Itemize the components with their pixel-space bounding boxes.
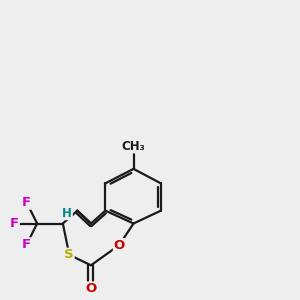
Text: CH₃: CH₃ [122,140,146,153]
Text: F: F [22,238,31,251]
Text: H: H [62,207,72,220]
Text: F: F [10,217,19,230]
Text: S: S [64,248,74,261]
Text: O: O [85,282,97,295]
Text: O: O [113,239,125,252]
Text: F: F [22,196,31,209]
